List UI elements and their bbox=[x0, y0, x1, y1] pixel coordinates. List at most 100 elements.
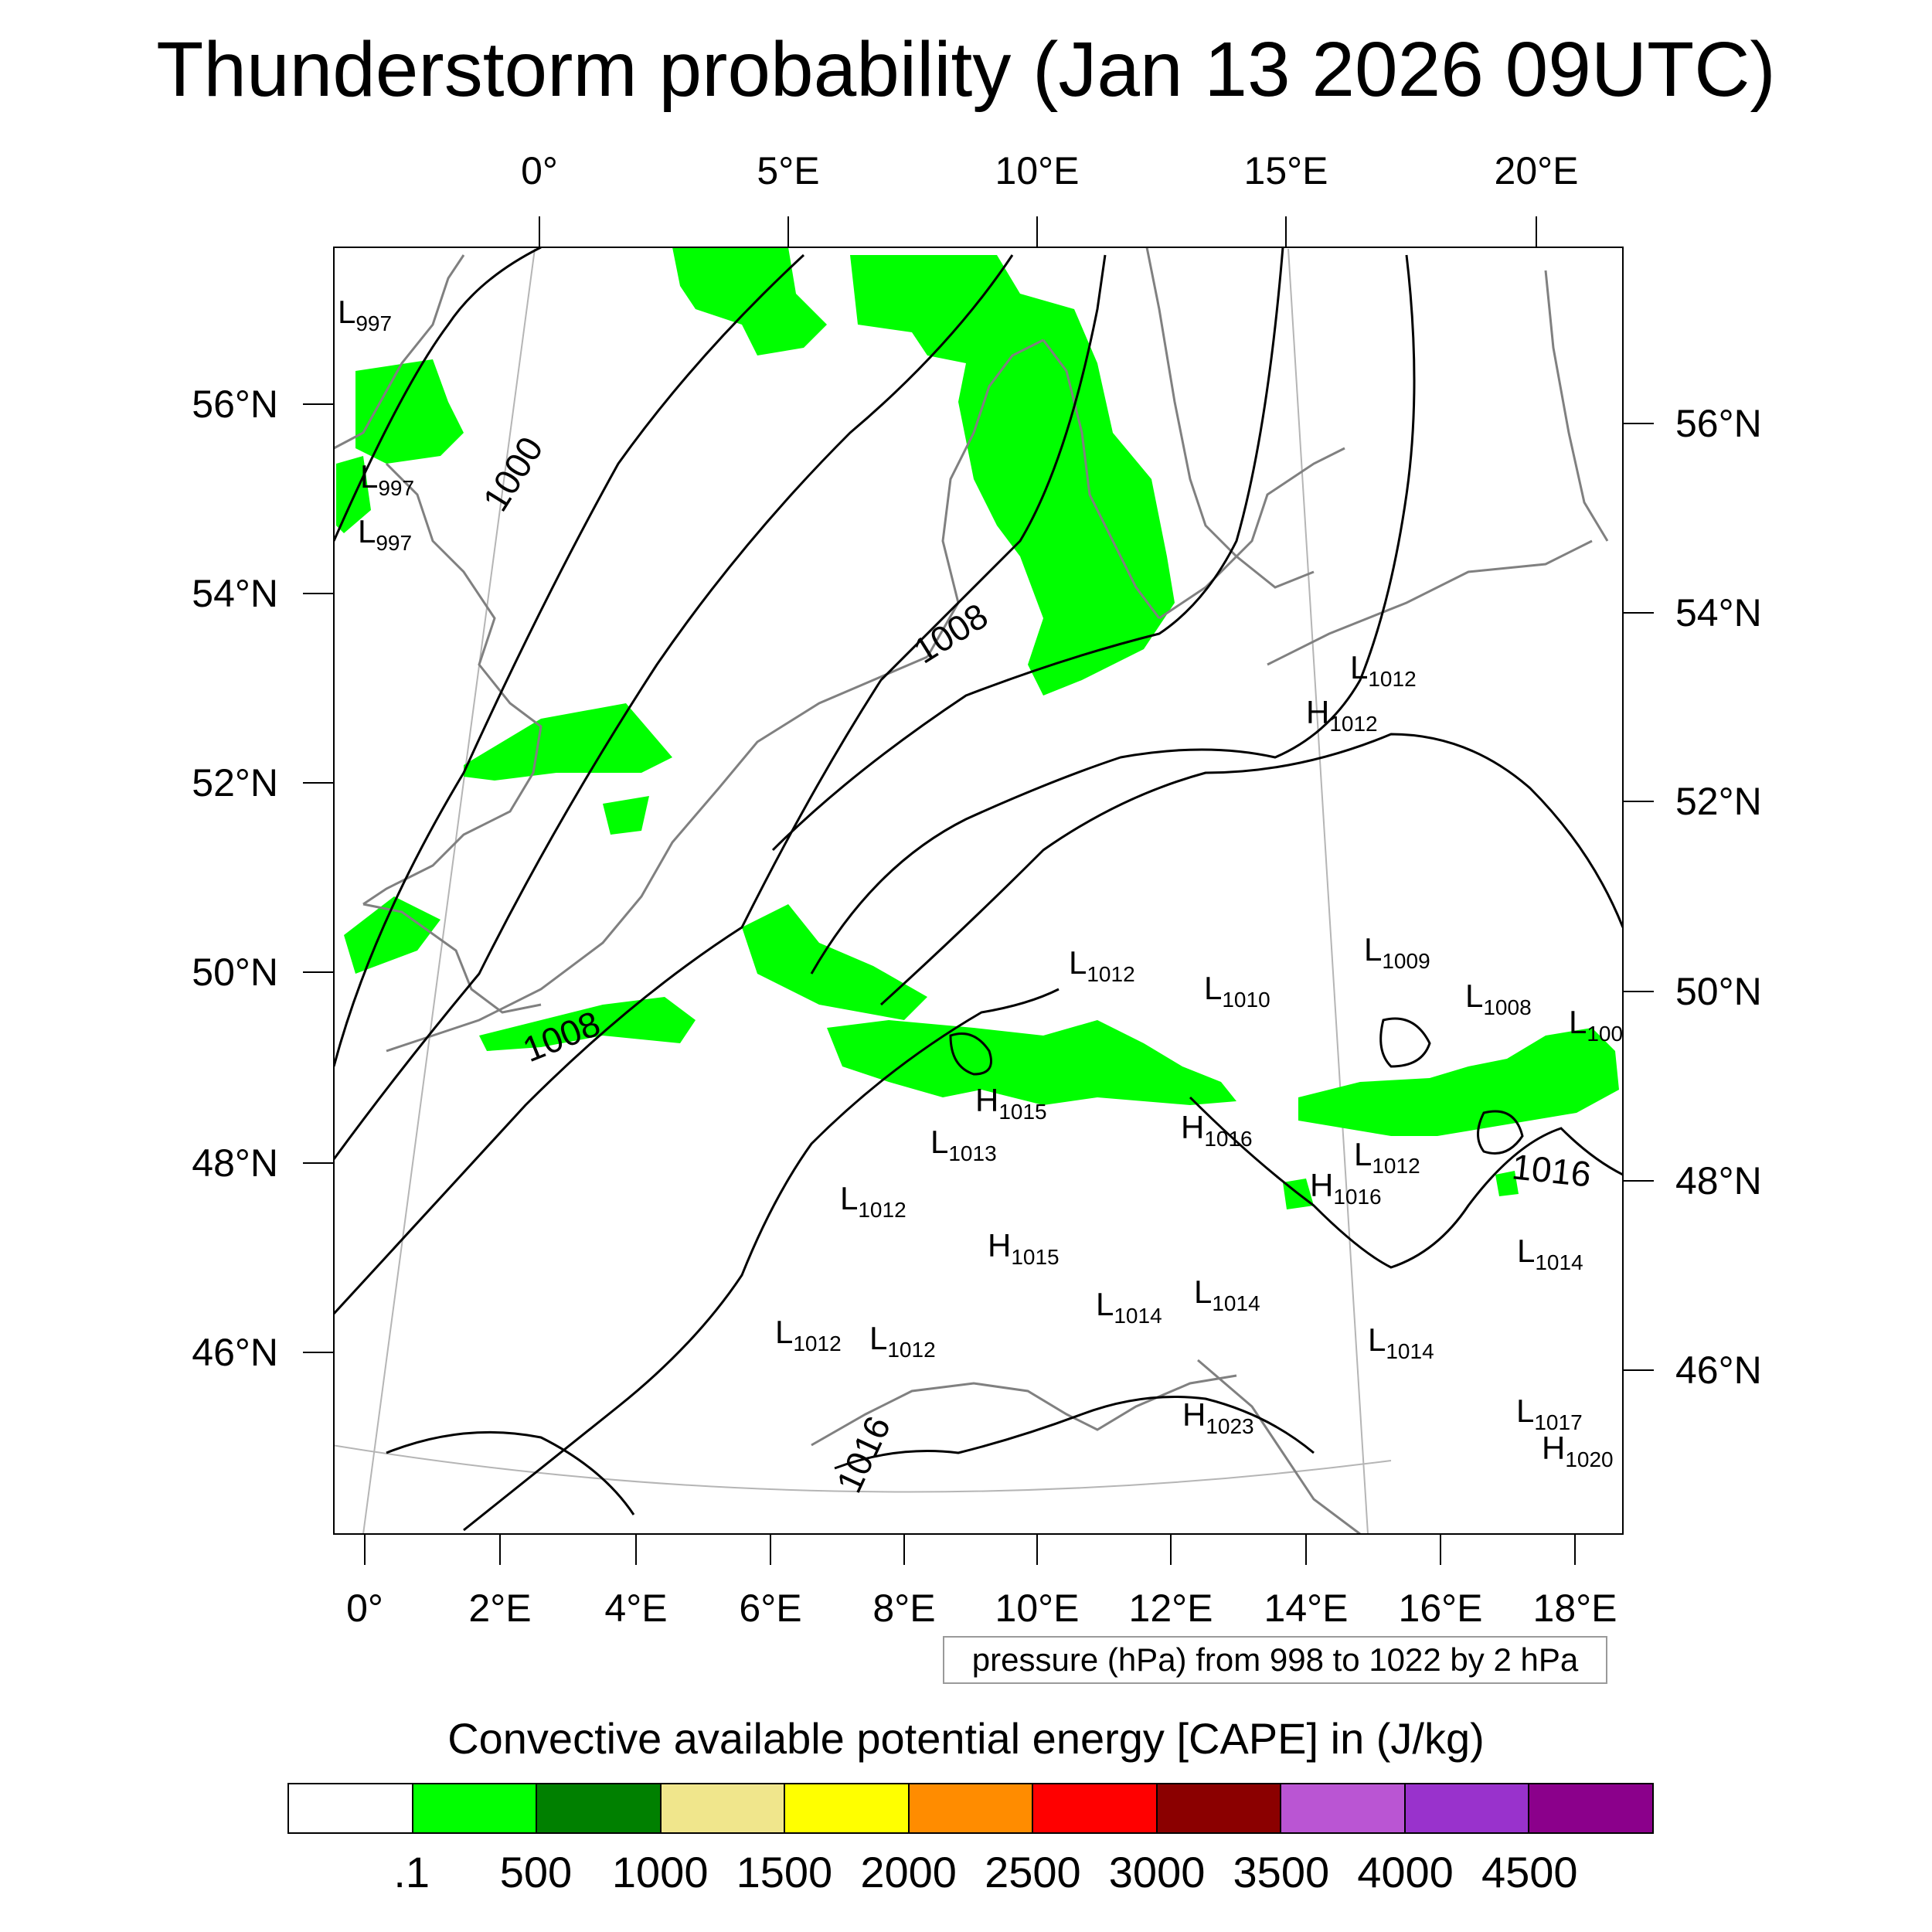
pressure-center: L1014 bbox=[1096, 1286, 1162, 1328]
chart-title: Thunderstorm probability (Jan 13 2026 09… bbox=[156, 26, 1776, 113]
colorbar-swatch bbox=[909, 1784, 1034, 1832]
bottom-lon-label: 14°E bbox=[1264, 1587, 1349, 1630]
cape-area-benelux bbox=[742, 904, 927, 1020]
colorbar-swatch bbox=[785, 1784, 910, 1832]
pressure-center: H1015 bbox=[988, 1227, 1060, 1269]
isobar-1016b bbox=[1189, 1096, 1623, 1269]
contour-label: 1008 bbox=[517, 1003, 605, 1070]
pressure-center: L1013 bbox=[930, 1124, 997, 1165]
pressure-center: H1012 bbox=[1306, 694, 1378, 736]
colorbar-label: 4500 bbox=[1481, 1848, 1578, 1896]
bottom-lon-label: 8°E bbox=[872, 1587, 935, 1630]
pressure-center: L1012 bbox=[1354, 1136, 1420, 1178]
cape-area-channel bbox=[344, 896, 440, 974]
pressure-center: L1010 bbox=[1204, 970, 1270, 1012]
coastlines bbox=[334, 247, 1609, 1534]
colorbar-swatch bbox=[1281, 1784, 1406, 1832]
colorbar-swatch bbox=[1405, 1784, 1530, 1832]
isobar-1000 bbox=[334, 253, 805, 1067]
cape-area-czech-poland bbox=[1298, 1028, 1619, 1136]
isobar-1014 bbox=[879, 733, 1623, 1006]
isobar-1004 bbox=[334, 254, 1014, 1160]
right-ticks bbox=[1623, 423, 1654, 1371]
isobar-1008 bbox=[334, 254, 1107, 1315]
isobar-1012 bbox=[810, 254, 1416, 975]
bottom-lon-label: 18°E bbox=[1533, 1587, 1617, 1630]
colorbar-label: 3500 bbox=[1233, 1848, 1330, 1896]
right-lat-label: 46°N bbox=[1675, 1349, 1762, 1392]
bottom-lon-label: 0° bbox=[346, 1587, 383, 1630]
left-lat-label: 50°N bbox=[192, 951, 278, 994]
top-ticks bbox=[539, 216, 1537, 247]
cape-area-denmark bbox=[850, 255, 1175, 696]
colorbar-label: 3000 bbox=[1108, 1848, 1206, 1896]
isobar-ring-1 bbox=[949, 1032, 992, 1076]
colorbar-swatch bbox=[537, 1784, 662, 1832]
isobar-1020 bbox=[834, 1396, 1315, 1470]
isobar-1016 bbox=[463, 988, 1060, 1532]
isobar-996 bbox=[334, 247, 542, 542]
colorbar-label: 2500 bbox=[985, 1848, 1081, 1896]
pressure-center: H1016 bbox=[1310, 1167, 1382, 1209]
right-lat-label: 54°N bbox=[1675, 591, 1762, 634]
top-lon-label: 10°E bbox=[995, 149, 1080, 192]
cape-area-france bbox=[479, 997, 696, 1051]
left-lat-label: 48°N bbox=[192, 1141, 278, 1185]
pressure-center: L1012 bbox=[869, 1320, 936, 1362]
map-frame bbox=[333, 247, 1624, 1535]
pressure-info-box: pressure (hPa) from 998 to 1022 by 2 hPa bbox=[943, 1636, 1607, 1684]
contour-label: 1016 bbox=[1510, 1146, 1593, 1194]
pressure-center: L1012 bbox=[1069, 944, 1135, 986]
pressure-center: L1012 bbox=[840, 1180, 906, 1222]
pressure-center: L1012 bbox=[1350, 649, 1417, 691]
pressure-center: L1009 bbox=[1364, 931, 1430, 973]
bottom-lon-label: 10°E bbox=[995, 1587, 1080, 1630]
colorbar bbox=[287, 1783, 1654, 1834]
left-lat-label: 56°N bbox=[192, 383, 278, 426]
right-lat-label: 56°N bbox=[1675, 402, 1762, 445]
left-ticks bbox=[303, 403, 334, 1353]
pressure-center: H1015 bbox=[975, 1082, 1047, 1124]
colorbar-label: 4000 bbox=[1357, 1848, 1454, 1896]
colorbar-title: Convective available potential energy [C… bbox=[447, 1714, 1485, 1763]
left-lat-label: 46°N bbox=[192, 1331, 278, 1374]
isobar-ring-2 bbox=[1379, 1017, 1431, 1068]
colorbar-swatch bbox=[289, 1784, 413, 1832]
colorbar-labels: .1 500 1000 1500 2000 2500 3000 3500 4000 4500 bbox=[0, 1847, 1932, 1909]
colorbar-swatch bbox=[1157, 1784, 1282, 1832]
pressure-centers: L997 L997 L997 L1012 H1012 L1009 L1012 L… bbox=[338, 294, 1623, 1471]
contour-label: 1000 bbox=[474, 430, 550, 518]
bottom-ticks bbox=[364, 1534, 1576, 1565]
isobar-ring-3 bbox=[1477, 1110, 1524, 1155]
right-lat-label: 52°N bbox=[1675, 780, 1762, 823]
colorbar-swatch bbox=[1033, 1784, 1158, 1832]
right-lat-label: 50°N bbox=[1675, 970, 1762, 1013]
colorbar-label: .1 bbox=[393, 1848, 430, 1896]
top-lon-label: 0° bbox=[521, 149, 558, 192]
cape-area-germany-band bbox=[827, 1020, 1236, 1105]
cape-area-scotland bbox=[355, 359, 464, 464]
graticule bbox=[334, 248, 1392, 1534]
cape-areas bbox=[336, 247, 1619, 1209]
top-lon-label: 15°E bbox=[1244, 149, 1328, 192]
cape-area-north-sea bbox=[672, 247, 827, 355]
pressure-center: H1023 bbox=[1182, 1396, 1254, 1438]
colorbar-label: 1000 bbox=[611, 1848, 709, 1896]
top-lon-label: 20°E bbox=[1495, 149, 1579, 192]
bottom-lon-label: 16°E bbox=[1399, 1587, 1483, 1630]
colorbar-swatch bbox=[661, 1784, 786, 1832]
colorbar-label: 500 bbox=[499, 1848, 573, 1896]
pressure-center: L1014 bbox=[1194, 1274, 1260, 1315]
pressure-center: H1020 bbox=[1542, 1430, 1614, 1471]
pressure-center: H1016 bbox=[1181, 1109, 1253, 1151]
pressure-center: L997 bbox=[338, 294, 392, 335]
cape-area-small-2 bbox=[1495, 1171, 1519, 1196]
pressure-center: L1014 bbox=[1368, 1321, 1434, 1363]
pressure-center: L1012 bbox=[775, 1314, 842, 1355]
isobars bbox=[334, 247, 1623, 1532]
colorbar-label: 2000 bbox=[860, 1848, 957, 1896]
colorbar-swatch bbox=[413, 1784, 538, 1832]
right-lat-label: 48°N bbox=[1675, 1159, 1762, 1202]
isobar-1018 bbox=[386, 1430, 635, 1515]
